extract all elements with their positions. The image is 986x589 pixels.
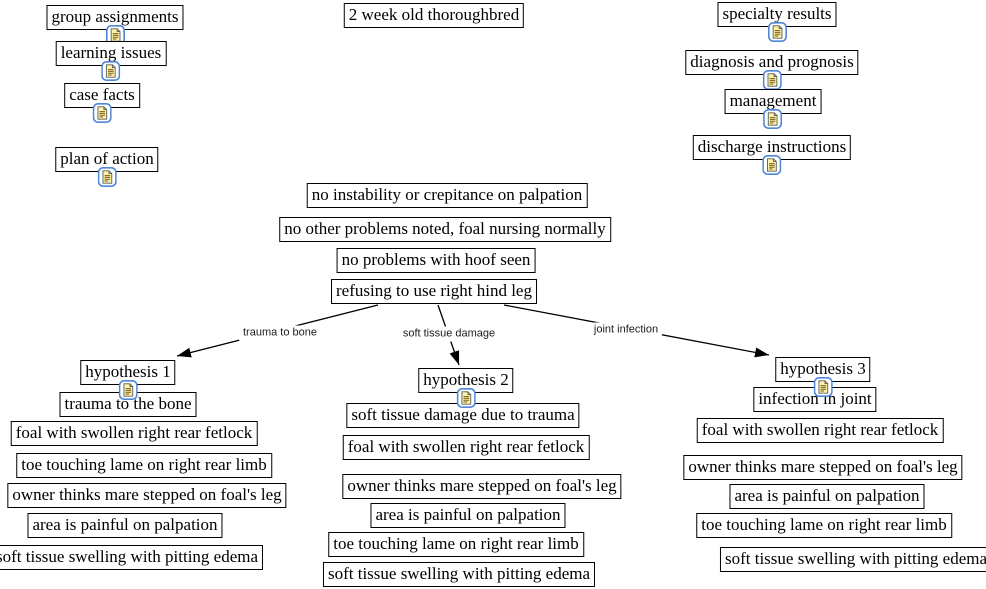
node-label: no other problems noted, foal nursing no…: [284, 219, 606, 238]
document-icon[interactable]: [92, 103, 112, 123]
linking-phrase-joint-infection[interactable]: joint infection: [589, 322, 663, 338]
concept-node-finding-1[interactable]: no instability or crepitance on palpatio…: [306, 183, 588, 208]
node-label: toe touching lame on right rear limb: [333, 534, 579, 553]
document-icon[interactable]: [456, 388, 476, 408]
concept-node-group-assignments[interactable]: group assignments: [46, 5, 184, 45]
concept-node-hypothesis-3[interactable]: hypothesis 3: [775, 357, 871, 397]
node-label: hypothesis 2: [423, 370, 509, 389]
node-label: discharge instructions: [697, 137, 847, 156]
node-label: foal with swollen right rear fetlock: [347, 437, 585, 456]
document-icon[interactable]: [813, 377, 833, 397]
node-label: toe touching lame on right rear limb: [21, 455, 267, 474]
concept-node-finding-3[interactable]: no problems with hoof seen: [336, 248, 536, 273]
document-icon[interactable]: [97, 167, 117, 187]
node-label: owner thinks mare stepped on foal's leg: [12, 485, 282, 504]
node-label: infection in joint: [758, 389, 872, 408]
node-label: no problems with hoof seen: [341, 250, 531, 269]
document-icon[interactable]: [767, 22, 787, 42]
concept-node-diagnosis-and-prognosis[interactable]: diagnosis and prognosis: [685, 50, 859, 90]
node-label: case facts: [69, 85, 135, 104]
node-label: area is painful on palpation: [375, 505, 561, 524]
concept-node-h3-evidence-5[interactable]: soft tissue swelling with pitting edema: [719, 547, 986, 572]
concept-node-h3-evidence-2[interactable]: owner thinks mare stepped on foal's leg: [683, 455, 963, 480]
node-label: plan of action: [60, 149, 154, 168]
concept-node-learning-issues[interactable]: learning issues: [55, 41, 167, 81]
node-label: 2 week old thoroughbred: [348, 5, 520, 24]
concept-node-h3-evidence-1[interactable]: foal with swollen right rear fetlock: [696, 418, 944, 443]
node-label: area is painful on palpation: [734, 486, 920, 505]
document-icon[interactable]: [101, 61, 121, 81]
concept-node-h1-evidence-4[interactable]: area is painful on palpation: [27, 513, 223, 538]
node-label: hypothesis 3: [780, 359, 866, 378]
concept-node-h1-evidence-3[interactable]: owner thinks mare stepped on foal's leg: [7, 483, 287, 508]
concept-node-case-facts[interactable]: case facts: [64, 83, 140, 123]
node-label: diagnosis and prognosis: [690, 52, 854, 71]
node-label: owner thinks mare stepped on foal's leg: [347, 476, 617, 495]
node-label: foal with swollen right rear fetlock: [15, 423, 253, 442]
node-label: hypothesis 1: [85, 362, 171, 381]
concept-node-h1-evidence-2[interactable]: toe touching lame on right rear limb: [16, 453, 272, 478]
node-label: learning issues: [60, 43, 162, 62]
document-icon[interactable]: [762, 70, 782, 90]
concept-node-h2-evidence-2[interactable]: owner thinks mare stepped on foal's leg: [342, 474, 622, 499]
concept-node-hypothesis-1[interactable]: hypothesis 1: [80, 360, 176, 400]
concept-node-finding-2[interactable]: no other problems noted, foal nursing no…: [279, 217, 611, 242]
concept-node-finding-4[interactable]: refusing to use right hind leg: [331, 279, 537, 304]
node-label: soft tissue swelling with pitting edema: [724, 549, 986, 568]
concept-node-h1-evidence-1[interactable]: foal with swollen right rear fetlock: [10, 421, 258, 446]
concept-node-specialty-results[interactable]: specialty results: [717, 2, 837, 42]
node-label: specialty results: [722, 4, 832, 23]
concept-node-h3-evidence-3[interactable]: area is painful on palpation: [729, 484, 925, 509]
concept-node-hypothesis-2[interactable]: hypothesis 2: [418, 368, 514, 408]
node-label: soft tissue swelling with pitting edema: [0, 547, 259, 566]
node-label: no instability or crepitance on palpatio…: [311, 185, 583, 204]
concept-node-h2-evidence-1[interactable]: foal with swollen right rear fetlock: [342, 435, 590, 460]
linking-phrase-trauma-to-bone[interactable]: trauma to bone: [239, 325, 321, 341]
document-icon[interactable]: [762, 155, 782, 175]
concept-node-h2-evidence-5[interactable]: soft tissue swelling with pitting edema: [322, 562, 596, 587]
concept-node-management[interactable]: management: [724, 89, 822, 129]
node-label: trauma to the bone: [64, 394, 192, 413]
node-label: refusing to use right hind leg: [336, 281, 532, 300]
node-label: management: [729, 91, 817, 110]
concept-node-case-title[interactable]: 2 week old thoroughbred: [343, 3, 525, 28]
node-label: owner thinks mare stepped on foal's leg: [688, 457, 958, 476]
concept-node-h1-evidence-5[interactable]: soft tissue swelling with pitting edema: [0, 545, 264, 570]
concept-node-h3-evidence-4[interactable]: toe touching lame on right rear limb: [696, 513, 952, 538]
concept-node-plan-of-action[interactable]: plan of action: [55, 147, 159, 187]
node-label: toe touching lame on right rear limb: [701, 515, 947, 534]
node-label: soft tissue swelling with pitting edema: [327, 564, 591, 583]
document-icon[interactable]: [763, 109, 783, 129]
concept-node-discharge-instructions[interactable]: discharge instructions: [692, 135, 852, 175]
node-label: soft tissue damage due to trauma: [351, 405, 575, 424]
concept-node-h2-evidence-4[interactable]: toe touching lame on right rear limb: [328, 532, 584, 557]
document-icon[interactable]: [118, 380, 138, 400]
node-label: foal with swollen right rear fetlock: [701, 420, 939, 439]
node-label: area is painful on palpation: [32, 515, 218, 534]
linking-phrase-soft-tissue-damage[interactable]: soft tissue damage: [398, 326, 500, 342]
node-label: group assignments: [51, 7, 179, 26]
concept-node-h2-evidence-3[interactable]: area is painful on palpation: [370, 503, 566, 528]
